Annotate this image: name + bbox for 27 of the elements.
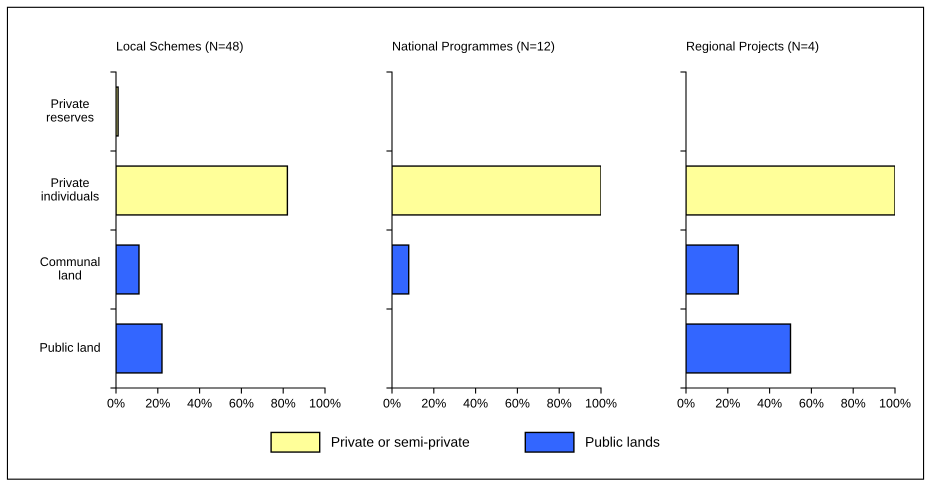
- x-tick-label: 60%: [230, 398, 254, 408]
- x-tick-label: 60%: [506, 398, 530, 408]
- legend-label: Private or semi-private: [332, 436, 470, 450]
- legend-label: Public lands: [586, 436, 660, 447]
- y-tick-label: Private reserves: [46, 98, 94, 122]
- y-tick-label: Public land: [40, 342, 100, 352]
- x-tick-label: 20%: [716, 398, 740, 408]
- x-tick-label: 100%: [586, 398, 617, 408]
- x-tick-label: 0%: [383, 398, 401, 408]
- x-tick-label: 100%: [310, 398, 341, 408]
- chart-title: Local Schemes (N=48): [117, 41, 243, 54]
- x-tick-label: 20%: [146, 398, 170, 408]
- x-tick-label: 40%: [757, 398, 782, 408]
- x-tick-label: 20%: [422, 398, 446, 408]
- x-tick-label: 0%: [677, 398, 695, 408]
- x-tick-label: 0%: [107, 398, 125, 408]
- y-tick-label: Communal land: [40, 256, 100, 280]
- x-tick-label: 80%: [547, 398, 572, 408]
- x-tick-label: 80%: [841, 398, 866, 408]
- x-tick-label: 60%: [800, 398, 824, 408]
- y-tick-label: Private individuals: [42, 178, 99, 201]
- chart-title: Regional Projects (N=4): [687, 41, 818, 54]
- chart-title: National Programmes (N=12): [393, 41, 554, 54]
- x-tick-label: 40%: [187, 398, 212, 408]
- x-tick-label: 40%: [463, 398, 488, 408]
- x-tick-label: 80%: [271, 398, 296, 408]
- x-tick-label: 100%: [880, 398, 911, 408]
